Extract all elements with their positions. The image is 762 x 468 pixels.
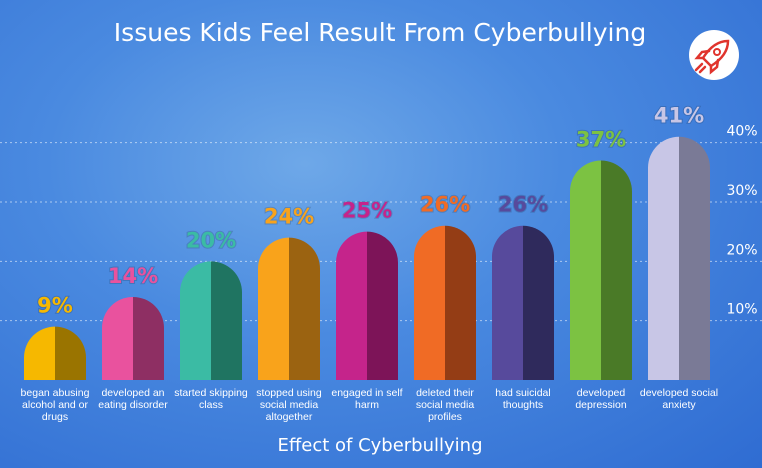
- x-tick-label: stopped using social media altogether: [256, 387, 322, 423]
- bar: [492, 225, 554, 380]
- x-tick-label: developed depression: [575, 387, 627, 411]
- x-tick-label: developed an eating disorder: [98, 387, 168, 411]
- value-label: 9%: [37, 294, 73, 318]
- y-tick-label: 30%: [726, 183, 757, 199]
- x-tick-label: began abusing alcohol and or drugs: [20, 387, 90, 423]
- bar: [258, 237, 320, 380]
- y-tick-label: 40%: [726, 124, 757, 140]
- chart-title: Issues Kids Feel Result From Cyberbullyi…: [114, 18, 646, 47]
- value-label: 41%: [654, 104, 704, 128]
- y-tick-label: 20%: [726, 242, 757, 258]
- value-label: 20%: [186, 228, 236, 252]
- value-label: 24%: [264, 205, 314, 229]
- value-label: 37%: [576, 127, 626, 151]
- logo-icon: [689, 30, 739, 80]
- bar: [102, 296, 164, 380]
- x-tick-label: had suicidal thoughts: [495, 387, 551, 411]
- bar: [24, 326, 86, 380]
- bar: [648, 136, 710, 380]
- value-label: 25%: [342, 199, 392, 223]
- x-tick-label: engaged in self harm: [331, 387, 403, 411]
- bar: [414, 225, 476, 380]
- x-tick-label: started skipping class: [174, 387, 248, 411]
- bar: [336, 231, 398, 380]
- x-tick-label: deleted their social media profiles: [415, 387, 475, 423]
- bar: [180, 261, 242, 380]
- value-label: 26%: [498, 193, 548, 217]
- y-tick-label: 10%: [726, 302, 757, 318]
- x-tick-label: developed social anxiety: [639, 387, 719, 411]
- value-label: 14%: [108, 264, 158, 288]
- value-label: 26%: [420, 193, 470, 217]
- x-axis-title: Effect of Cyberbullying: [277, 435, 482, 456]
- bar: [570, 160, 632, 380]
